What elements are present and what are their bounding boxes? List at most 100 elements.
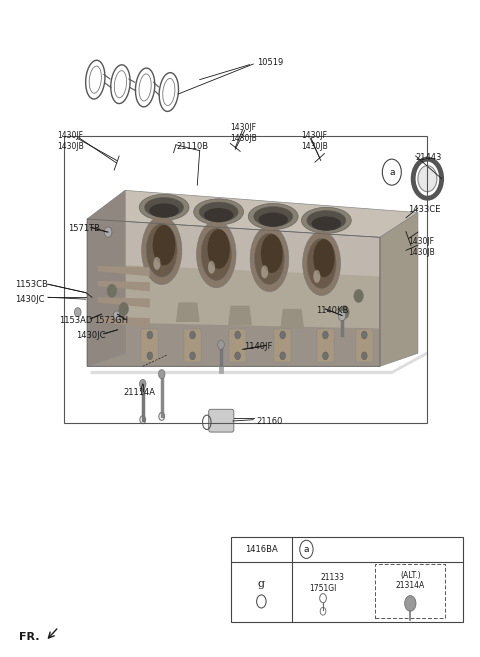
Bar [230, 537, 463, 622]
FancyBboxPatch shape [209, 409, 234, 432]
Circle shape [361, 331, 367, 339]
Polygon shape [228, 306, 252, 325]
Ellipse shape [313, 239, 335, 277]
Ellipse shape [139, 74, 151, 101]
Ellipse shape [144, 198, 183, 217]
Ellipse shape [153, 225, 176, 265]
Text: 1751GI: 1751GI [309, 584, 336, 593]
Circle shape [147, 331, 153, 339]
Ellipse shape [204, 208, 233, 222]
Ellipse shape [313, 270, 321, 283]
Ellipse shape [199, 202, 238, 221]
Circle shape [235, 331, 240, 339]
Polygon shape [87, 191, 125, 367]
Ellipse shape [142, 216, 182, 284]
Text: 1430JC: 1430JC [76, 330, 106, 340]
Ellipse shape [307, 238, 336, 288]
Text: 21160: 21160 [257, 417, 283, 426]
Polygon shape [97, 281, 150, 291]
Ellipse shape [139, 194, 189, 220]
Polygon shape [176, 302, 200, 322]
Text: 1140JF: 1140JF [244, 342, 272, 351]
Circle shape [104, 227, 112, 237]
Text: 21443: 21443 [416, 153, 442, 162]
Circle shape [418, 166, 437, 192]
Circle shape [119, 302, 129, 315]
Text: 1416BA: 1416BA [245, 545, 278, 554]
Ellipse shape [194, 199, 243, 225]
Ellipse shape [196, 221, 236, 288]
Ellipse shape [250, 226, 289, 292]
Text: g: g [258, 579, 265, 589]
Circle shape [280, 331, 286, 339]
Polygon shape [87, 219, 380, 277]
Text: 21110B: 21110B [176, 142, 208, 150]
Polygon shape [97, 297, 150, 307]
Ellipse shape [248, 204, 298, 229]
Text: 21314A: 21314A [396, 581, 425, 590]
Circle shape [361, 352, 367, 360]
Ellipse shape [146, 223, 177, 277]
Ellipse shape [154, 257, 160, 270]
Text: 10519: 10519 [257, 58, 283, 67]
Text: 1430JF
1430JB: 1430JF 1430JB [408, 237, 435, 257]
Text: 1430JF
1430JB: 1430JF 1430JB [230, 124, 257, 143]
Circle shape [354, 290, 363, 302]
Ellipse shape [261, 265, 268, 279]
Text: (ALT.): (ALT.) [400, 571, 420, 580]
Circle shape [218, 340, 224, 350]
Circle shape [340, 306, 349, 319]
Ellipse shape [307, 211, 346, 230]
Text: FR.: FR. [19, 631, 40, 642]
Text: 1140KB: 1140KB [316, 306, 348, 315]
Bar [274, 328, 291, 363]
Circle shape [405, 596, 416, 611]
Circle shape [235, 352, 240, 360]
Polygon shape [280, 309, 304, 328]
Text: 1573GH: 1573GH [94, 315, 128, 325]
Ellipse shape [201, 228, 231, 281]
Text: 1433CE: 1433CE [408, 206, 441, 214]
Circle shape [190, 352, 195, 360]
Bar [229, 328, 246, 363]
Circle shape [190, 331, 195, 339]
Ellipse shape [89, 66, 101, 93]
Polygon shape [97, 317, 150, 327]
Text: 21114A: 21114A [124, 388, 156, 397]
Bar [375, 564, 445, 618]
Bar [141, 328, 158, 363]
Text: 1571TB: 1571TB [68, 223, 100, 233]
Circle shape [323, 331, 328, 339]
Circle shape [383, 159, 401, 185]
Text: a: a [304, 545, 309, 554]
Text: 1430JF
1430JB: 1430JF 1430JB [57, 131, 84, 150]
Bar [184, 328, 201, 363]
Circle shape [323, 352, 328, 360]
Ellipse shape [303, 231, 340, 296]
Bar [356, 328, 373, 363]
Circle shape [139, 379, 146, 388]
Text: 1430JF
1430JB: 1430JF 1430JB [301, 131, 328, 150]
Ellipse shape [259, 213, 288, 227]
Ellipse shape [207, 229, 230, 269]
Bar [317, 328, 334, 363]
Ellipse shape [149, 204, 179, 217]
Text: 1153AD: 1153AD [59, 315, 92, 325]
Circle shape [300, 540, 313, 558]
Polygon shape [97, 266, 150, 277]
Circle shape [147, 352, 153, 360]
Polygon shape [87, 322, 380, 367]
Circle shape [74, 307, 81, 317]
Ellipse shape [261, 234, 283, 273]
Ellipse shape [312, 216, 341, 231]
Circle shape [158, 369, 165, 378]
Polygon shape [380, 213, 418, 367]
Ellipse shape [301, 208, 351, 233]
Polygon shape [87, 191, 418, 237]
Text: 21133: 21133 [321, 573, 345, 582]
Circle shape [113, 311, 120, 320]
Text: 1430JC: 1430JC [14, 295, 44, 304]
Polygon shape [91, 351, 427, 374]
Circle shape [107, 284, 117, 297]
Ellipse shape [254, 207, 293, 226]
